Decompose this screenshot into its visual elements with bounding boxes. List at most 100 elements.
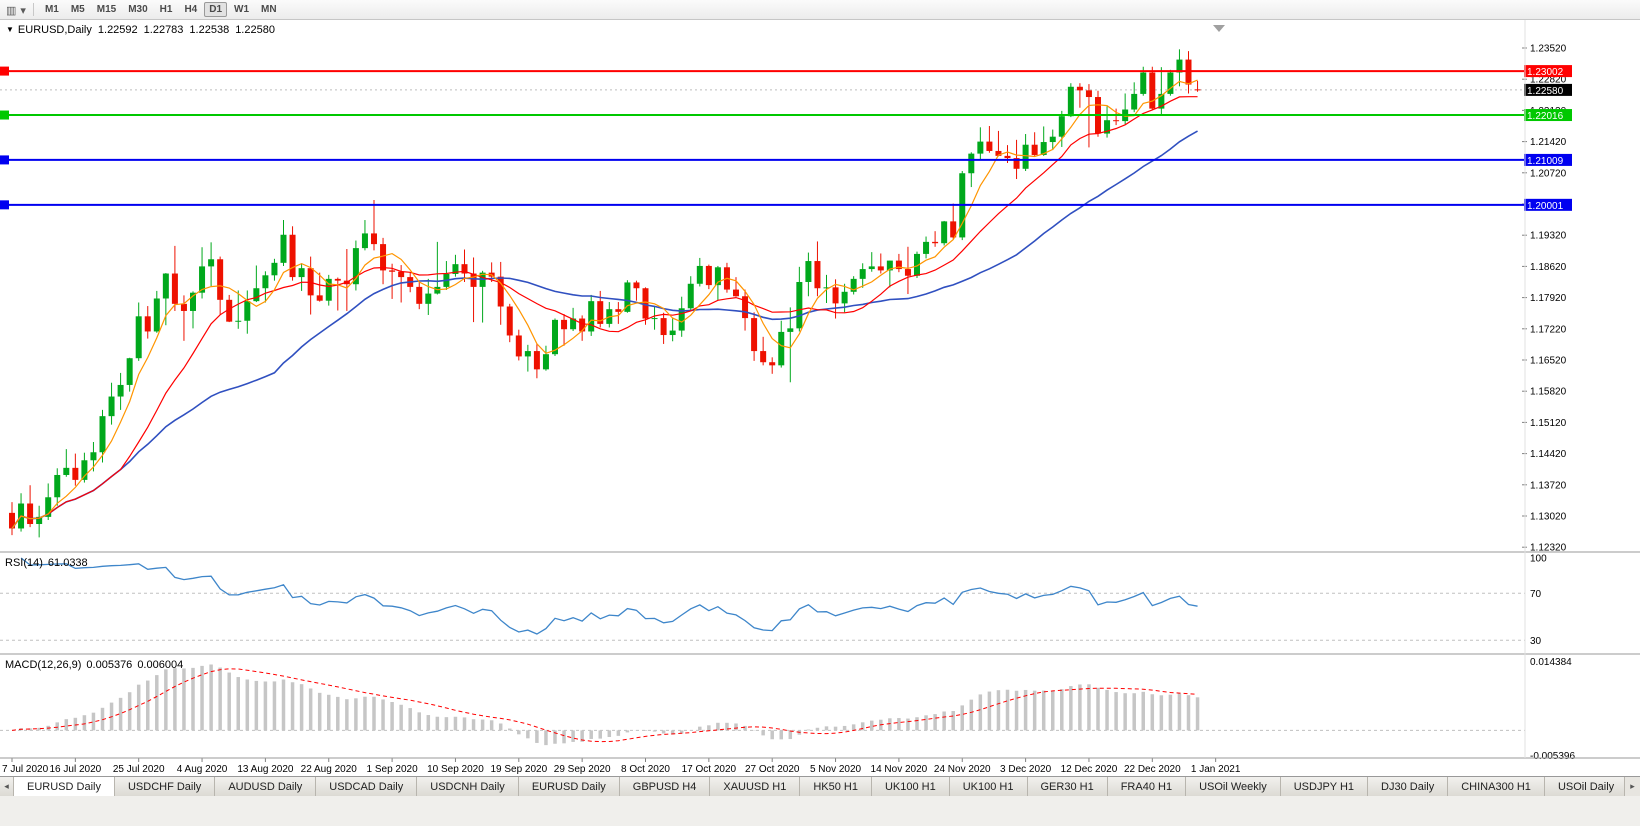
svg-text:0.014384: 0.014384 (1530, 657, 1572, 668)
svg-text:1 Jan 2021: 1 Jan 2021 (1191, 764, 1241, 775)
svg-text:1.12320: 1.12320 (1530, 543, 1567, 554)
macd-main-value: 0.005376 (86, 659, 133, 671)
toolbar-icons: ▥ ▾ (4, 1, 28, 19)
tab-16-china300-h1[interactable]: CHINA300 H1 (1448, 777, 1545, 796)
svg-text:100: 100 (1530, 554, 1547, 565)
quote-close: 1.22580 (235, 24, 275, 36)
svg-text:1.17920: 1.17920 (1530, 293, 1567, 304)
svg-text:1.13720: 1.13720 (1530, 480, 1567, 491)
svg-text:8 Oct 2020: 8 Oct 2020 (621, 764, 670, 775)
svg-text:14 Nov 2020: 14 Nov 2020 (871, 764, 928, 775)
quote-open: 1.22592 (97, 24, 138, 36)
timeframe-d1[interactable]: D1 (204, 2, 228, 17)
tab-10-uk100-h1[interactable]: UK100 H1 (949, 777, 1028, 796)
chart-dropdown-caret-icon[interactable]: ▾ (20, 4, 26, 17)
macd-indicator-label: MACD(12,26,9) 0.005376 0.006004 (5, 659, 183, 671)
ma-fast-line (11, 79, 1198, 529)
svg-text:1.21420: 1.21420 (1530, 137, 1567, 148)
tab-12-fra40-h1[interactable]: FRA40 H1 (1107, 777, 1187, 796)
timeframe-m15[interactable]: M15 (96, 4, 117, 15)
svg-text:1.21009: 1.21009 (1527, 156, 1564, 167)
timeframe-m1[interactable]: M1 (44, 4, 59, 15)
svg-text:1.22820: 1.22820 (1530, 75, 1567, 86)
ma-slow-line (11, 130, 1198, 529)
macd-signal-value: 0.006004 (137, 659, 184, 671)
tab-3-usdcad-daily[interactable]: USDCAD Daily (316, 777, 418, 796)
svg-text:30: 30 (1530, 636, 1542, 647)
svg-text:5 Nov 2020: 5 Nov 2020 (810, 764, 862, 775)
svg-text:70: 70 (1530, 589, 1542, 600)
svg-text:1.15120: 1.15120 (1530, 418, 1567, 429)
svg-text:13 Aug 2020: 13 Aug 2020 (237, 764, 294, 775)
svg-text:-0.005396: -0.005396 (1530, 751, 1575, 762)
chart-window: 1.235201.228201.221201.214201.207201.200… (0, 20, 1640, 776)
svg-text:1.23520: 1.23520 (1530, 44, 1567, 55)
tab-4-usdcnh-daily[interactable]: USDCNH Daily (417, 777, 519, 796)
tab-scroll-left[interactable]: ◂ (0, 777, 14, 796)
svg-text:1.23002: 1.23002 (1527, 67, 1564, 78)
tab-13-usoil-weekly[interactable]: USOil Weekly (1186, 777, 1281, 796)
tab-scroll-right[interactable]: ▸ (1624, 777, 1640, 796)
collapse-triangle-icon[interactable]: ▼ (6, 25, 14, 34)
price-axis-boxes: 1.23002 1.22580 1.22016 1.21009 1.20001 (1524, 65, 1572, 212)
svg-text:1.14420: 1.14420 (1530, 449, 1567, 460)
candles-layer (9, 49, 1201, 538)
tab-2-audusd-daily[interactable]: AUDUSD Daily (215, 777, 317, 796)
svg-text:1.22016: 1.22016 (1527, 111, 1564, 122)
tab-9-uk100-h1[interactable]: UK100 H1 (871, 777, 950, 796)
rsi-label: RSI(14) (5, 557, 43, 569)
tab-7-xauusd-h1[interactable]: XAUUSD H1 (710, 777, 801, 796)
svg-text:4 Aug 2020: 4 Aug 2020 (177, 764, 228, 775)
svg-text:1.20720: 1.20720 (1530, 168, 1567, 179)
timeframe-mn[interactable]: MN (261, 4, 277, 15)
date-axis: 7 Jul 2020 16 Jul 2020 25 Jul 2020 4 Aug 20… (2, 758, 1241, 775)
chart-title: ▼ EURUSD,Daily 1.22592 1.22783 1.22538 1.2258… (6, 24, 275, 36)
tab-17-usoil-daily[interactable]: USOil Daily (1544, 777, 1629, 796)
svg-text:3 Dec 2020: 3 Dec 2020 (1000, 764, 1052, 775)
svg-text:27 Oct 2020: 27 Oct 2020 (745, 764, 800, 775)
svg-text:24 Nov 2020: 24 Nov 2020 (934, 764, 991, 775)
rsi-indicator-label: RSI(14) 61.0338 (5, 557, 88, 569)
svg-text:25 Jul 2020: 25 Jul 2020 (113, 764, 165, 775)
svg-text:10 Sep 2020: 10 Sep 2020 (427, 764, 484, 775)
horizontal-lines[interactable] (0, 66, 1525, 210)
timeframe-w1[interactable]: W1 (234, 4, 250, 15)
svg-text:1.20001: 1.20001 (1527, 201, 1564, 212)
svg-text:1.15820: 1.15820 (1530, 387, 1567, 398)
chart-shift-marker[interactable] (1213, 25, 1225, 32)
tab-1-usdchf-daily[interactable]: USDCHF Daily (114, 777, 216, 796)
tab-15-dj30-daily[interactable]: DJ30 Daily (1368, 777, 1449, 796)
ma-mid-line (11, 96, 1198, 529)
rsi-value: 61.0338 (47, 557, 88, 569)
tab-0-eurusd-daily[interactable]: EURUSD Daily (14, 777, 115, 796)
svg-text:16 Jul 2020: 16 Jul 2020 (49, 764, 101, 775)
timeframe-h4[interactable]: H4 (184, 4, 198, 15)
svg-text:7 Jul 2020: 7 Jul 2020 (2, 764, 49, 775)
tab-8-hk50-h1[interactable]: HK50 H1 (800, 777, 872, 796)
tab-6-gbpusd-h4[interactable]: GBPUSD H4 (619, 777, 711, 796)
tab-5-eurusd-daily[interactable]: EURUSD Daily (518, 777, 620, 796)
tab-14-usdjpy-h1[interactable]: USDJPY H1 (1280, 777, 1369, 796)
timeframe-h1[interactable]: H1 (159, 4, 173, 15)
timeframe-group: M1 M5 M15 M30 H1 H4 D1 W1 MN (39, 2, 283, 17)
tab-11-ger30-h1[interactable]: GER30 H1 (1027, 777, 1108, 796)
symbol-period-label: EURUSD,Daily (17, 24, 92, 36)
svg-text:1.13020: 1.13020 (1530, 512, 1567, 523)
svg-text:22 Aug 2020: 22 Aug 2020 (301, 764, 358, 775)
svg-text:19 Sep 2020: 19 Sep 2020 (490, 764, 547, 775)
macd-pane: 0.014384 -0.005396 (0, 657, 1575, 762)
timeframe-m5[interactable]: M5 (70, 4, 85, 15)
svg-text:29 Sep 2020: 29 Sep 2020 (554, 764, 611, 775)
rsi-pane: 100 70 30 (0, 554, 1547, 647)
timeframe-m30[interactable]: M30 (128, 4, 148, 15)
svg-text:22 Dec 2020: 22 Dec 2020 (1124, 764, 1181, 775)
timeframe-toolbar: ▥ ▾ M1 M5 M15 M30 H1 H4 D1 W1 MN (0, 0, 1640, 20)
svg-text:1.19320: 1.19320 (1530, 231, 1567, 242)
window-bottom-strip (0, 796, 1640, 825)
toolbar-separator (32, 3, 34, 16)
chart-canvas: 1.235201.228201.221201.214201.207201.200… (0, 20, 1640, 775)
svg-text:1.16520: 1.16520 (1530, 356, 1567, 367)
quote-low: 1.22538 (189, 24, 230, 36)
svg-text:12 Dec 2020: 12 Dec 2020 (1061, 764, 1118, 775)
chart-window-icon[interactable]: ▥ (6, 4, 17, 17)
